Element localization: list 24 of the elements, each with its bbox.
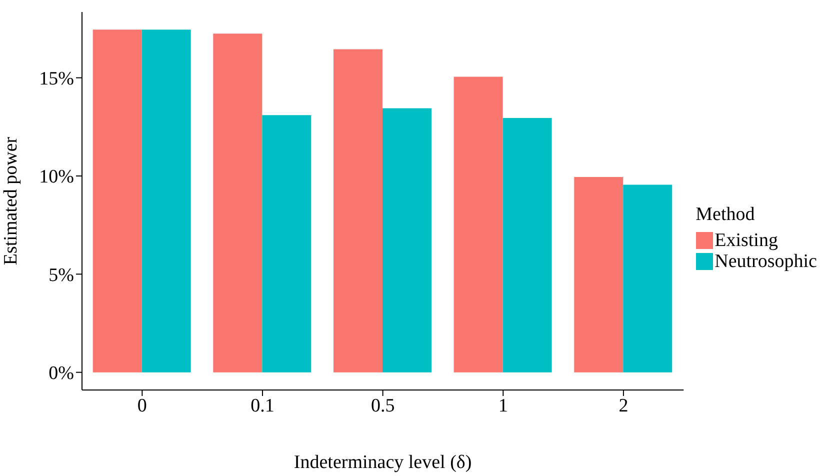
bar — [92, 30, 142, 372]
y-tick-label: 0% — [48, 363, 74, 384]
bar — [262, 115, 312, 372]
bar — [454, 76, 503, 372]
x-tick-label: 1 — [498, 395, 508, 416]
legend-title: Method — [696, 204, 756, 226]
x-tick-label: 0.1 — [250, 395, 274, 416]
y-tick-label: 10% — [39, 166, 74, 188]
bar — [213, 34, 262, 372]
x-axis-title: Indeterminacy level (δ) — [294, 452, 472, 473]
bar — [382, 108, 432, 372]
x-tick-label: 0 — [137, 395, 147, 416]
x-tick-label: 0.5 — [370, 395, 395, 416]
bar — [142, 30, 191, 372]
y-axis-title: Estimated power — [0, 136, 22, 266]
bar — [333, 49, 382, 372]
y-tick-label: 15% — [39, 68, 74, 90]
bar — [502, 118, 552, 372]
bar — [574, 176, 624, 372]
y-tick-label: 5% — [48, 264, 74, 286]
legend-label: Existing — [714, 230, 778, 252]
bar — [623, 184, 672, 372]
x-tick-label: 2 — [618, 395, 628, 416]
legend-label: Neutrosophic — [714, 250, 817, 272]
